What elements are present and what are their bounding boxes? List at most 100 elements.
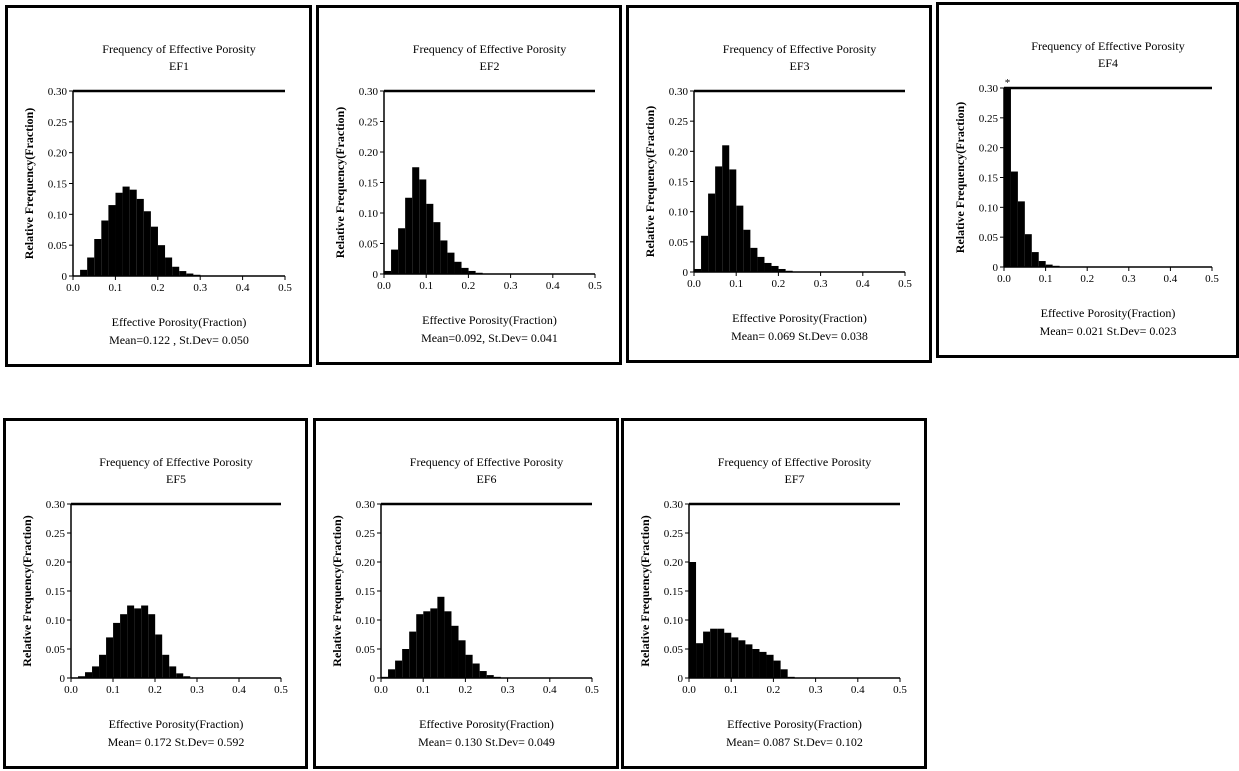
y-tick-label: 0.10 xyxy=(664,615,684,627)
y-tick-label: 0.05 xyxy=(46,644,66,656)
y-tick-label: 0.10 xyxy=(46,615,66,627)
chart-svg: Frequency of Effective Porosity EF5 0 0.05 0… xyxy=(20,455,288,749)
histogram-bar xyxy=(1052,265,1060,267)
y-tick-label: 0 xyxy=(62,271,68,283)
histogram-bar xyxy=(87,257,95,276)
histogram-bar xyxy=(451,625,459,678)
chart-panel-ef4: Frequency of Effective Porosity EF4 * 0 0.05… xyxy=(936,2,1239,358)
x-tick-label: 0.3 xyxy=(814,278,828,290)
stats-label: Mean= 0.130 St.Dev= 0.049 xyxy=(418,735,555,749)
y-tick-label: 0.15 xyxy=(356,586,376,598)
histogram-bar xyxy=(710,628,718,678)
histogram-bar xyxy=(157,245,166,276)
histogram-bar xyxy=(101,220,109,276)
y-tick-label: 0.25 xyxy=(669,116,689,128)
histogram-bar xyxy=(778,268,786,272)
histogram-bar xyxy=(787,676,795,678)
stats-label: Mean= 0.172 St.Dev= 0.592 xyxy=(108,735,245,749)
y-tick-label: 0 xyxy=(993,262,999,274)
histogram-bar xyxy=(148,614,156,678)
chart-svg: Frequency of Effective Porosity EF7 0 0.05 0… xyxy=(638,455,907,749)
stats-label: Mean= 0.087 St.Dev= 0.102 xyxy=(726,735,863,749)
x-tick-label: 0.3 xyxy=(193,282,207,294)
x-tick-label: 0.2 xyxy=(1080,273,1094,285)
x-tick-label: 0.1 xyxy=(106,684,120,696)
chart-subtitle: EF6 xyxy=(476,472,496,486)
x-tick-label: 0.5 xyxy=(898,278,912,290)
histogram-bar xyxy=(99,654,107,678)
y-tick-label: 0.20 xyxy=(48,148,68,160)
chart-subtitle: EF1 xyxy=(169,59,189,73)
x-tick-label: 0.3 xyxy=(504,280,518,292)
histogram-bar xyxy=(717,628,725,678)
y-tick-label: 0.20 xyxy=(356,557,376,569)
histogram-bar xyxy=(475,272,483,274)
y-tick-label: 0.25 xyxy=(979,113,999,125)
chart-svg: Frequency of Effective Porosity EF6 0 0.05 0… xyxy=(330,455,599,749)
y-tick-label: 0.30 xyxy=(664,499,684,511)
histogram-bar xyxy=(715,166,723,272)
x-tick-label: 0.0 xyxy=(682,684,696,696)
y-tick-label: 0.25 xyxy=(356,528,376,540)
histogram-bar xyxy=(127,605,135,678)
chart-annotation: * xyxy=(1005,77,1011,89)
y-tick-label: 0.10 xyxy=(356,615,376,627)
histogram-bar xyxy=(689,562,697,678)
histogram-bar xyxy=(771,265,779,272)
y-tick-label: 0.15 xyxy=(979,173,999,185)
histogram-bar xyxy=(1010,171,1018,267)
stats-label: Mean= 0.069 St.Dev= 0.038 xyxy=(731,329,868,343)
histogram-bar xyxy=(1017,201,1025,267)
x-axis-label: Effective Porosity(Fraction) xyxy=(727,717,862,731)
histogram-bar xyxy=(405,197,413,274)
histogram-bar xyxy=(115,192,123,276)
histogram-bar xyxy=(472,663,480,678)
y-axis-label: Relative Frequency(Fraction) xyxy=(638,515,652,666)
x-tick-label: 0.0 xyxy=(687,278,701,290)
x-tick-label: 0.1 xyxy=(1039,273,1053,285)
x-tick-label: 0.3 xyxy=(501,684,515,696)
histogram-bar xyxy=(155,634,163,678)
histogram-bar xyxy=(143,211,151,276)
y-tick-label: 0 xyxy=(373,269,379,281)
x-axis-label: Effective Porosity(Fraction) xyxy=(732,311,867,325)
chart-title: Frequency of Effective Porosity xyxy=(723,42,876,56)
y-tick-label: 0.30 xyxy=(356,499,376,511)
histogram-bar xyxy=(1024,234,1032,267)
y-tick-label: 0.25 xyxy=(48,117,68,129)
histogram-bar xyxy=(179,271,187,276)
chart-panel-ef2: Frequency of Effective Porosity EF2 0 0.05 0… xyxy=(316,5,622,365)
y-tick-label: 0.30 xyxy=(46,499,66,511)
histogram-bar xyxy=(764,262,772,272)
histogram-bar xyxy=(440,240,448,274)
chart-title: Frequency of Effective Porosity xyxy=(410,455,563,469)
x-axis-label: Effective Porosity(Fraction) xyxy=(419,717,554,731)
histogram-bar xyxy=(85,672,93,678)
histogram-bar xyxy=(722,145,730,272)
histogram-bar xyxy=(486,675,494,678)
histogram-bar xyxy=(416,614,424,678)
x-tick-label: 0.2 xyxy=(459,684,473,696)
chart-subtitle: EF7 xyxy=(784,472,804,486)
y-tick-label: 0.10 xyxy=(48,209,68,221)
histogram-bar xyxy=(493,676,501,678)
histogram-bar xyxy=(731,637,739,678)
x-axis-label: Effective Porosity(Fraction) xyxy=(112,315,247,329)
histogram-bar xyxy=(122,186,130,276)
histogram-bar xyxy=(461,267,469,274)
histogram-bar xyxy=(447,252,455,274)
x-tick-label: 0.0 xyxy=(66,282,80,294)
y-tick-label: 0.30 xyxy=(669,86,689,98)
x-tick-label: 0.2 xyxy=(772,278,786,290)
histogram-bar xyxy=(736,205,744,272)
x-tick-label: 0.4 xyxy=(1164,273,1178,285)
histogram-bar xyxy=(426,203,434,274)
histogram-bar xyxy=(134,608,142,678)
histogram-bar xyxy=(724,632,732,678)
y-tick-label: 0.15 xyxy=(48,179,68,191)
histogram-bar xyxy=(193,274,201,276)
x-tick-label: 0.3 xyxy=(809,684,823,696)
y-tick-label: 0.30 xyxy=(979,83,999,95)
y-tick-label: 0 xyxy=(60,673,66,685)
chart-panel-ef5: Frequency of Effective Porosity EF5 0 0.05 0… xyxy=(3,418,308,769)
